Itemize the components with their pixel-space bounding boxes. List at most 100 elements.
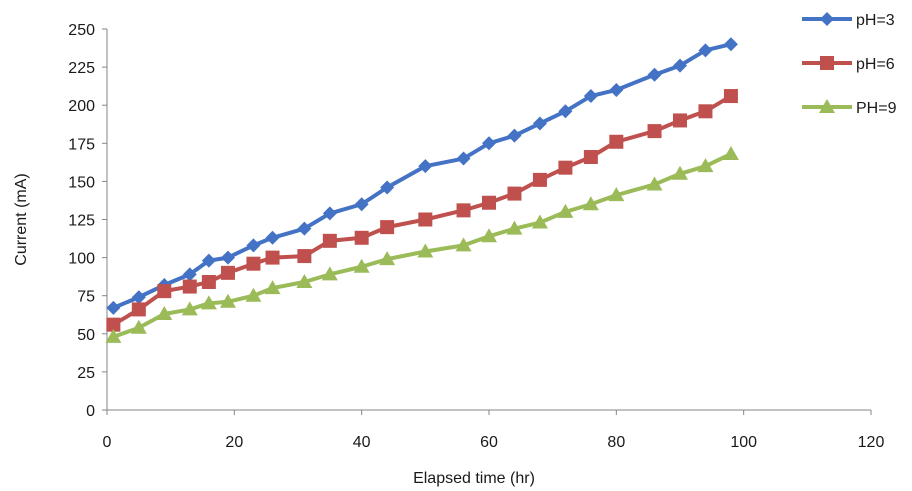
data-point xyxy=(182,279,197,294)
data-point xyxy=(200,295,217,310)
data-point xyxy=(647,67,662,82)
y-tick-label: 250 xyxy=(68,22,95,39)
y-tick-label: 175 xyxy=(68,136,95,153)
data-point xyxy=(181,301,198,316)
data-point xyxy=(698,43,713,58)
y-tick-label: 50 xyxy=(77,327,95,344)
tick-labels: 0 25 50 75 100 125 150 175 200 225 250 0 20 40 60 80 100… xyxy=(68,22,884,451)
data-point xyxy=(264,280,281,295)
legend-label: PH=9 xyxy=(856,100,897,117)
data-point xyxy=(379,251,396,266)
data-point xyxy=(418,212,433,227)
data-point xyxy=(245,287,262,302)
data-point xyxy=(380,180,395,195)
y-tick-label: 100 xyxy=(68,251,95,268)
data-point xyxy=(507,128,522,143)
x-axis-title: Elapsed time (hr) xyxy=(413,470,535,487)
data-point xyxy=(698,104,713,119)
y-tick-label: 125 xyxy=(68,213,95,230)
data-point xyxy=(723,37,738,52)
data-point xyxy=(219,293,236,308)
data-point xyxy=(506,220,523,235)
legend-label: pH=6 xyxy=(856,56,895,73)
data-point xyxy=(220,250,235,265)
legend-item: pH=3 xyxy=(802,12,895,29)
data-point xyxy=(131,290,146,305)
data-point xyxy=(482,195,496,210)
data-point xyxy=(723,89,738,104)
legend-label: pH=3 xyxy=(856,12,895,29)
data-point xyxy=(201,274,216,289)
series-3 xyxy=(105,145,739,343)
x-tick-label: 100 xyxy=(730,434,757,451)
y-tick-label: 25 xyxy=(77,365,95,382)
x-tick-label: 80 xyxy=(607,434,625,451)
series-line xyxy=(112,42,732,310)
x-tick-label: 60 xyxy=(480,434,498,451)
series-line xyxy=(112,94,732,327)
data-point xyxy=(201,253,216,268)
data-point xyxy=(322,233,337,248)
data-point xyxy=(481,228,497,243)
y-tick-label: 200 xyxy=(68,98,95,115)
x-tick-label: 0 xyxy=(103,434,112,451)
data-point xyxy=(246,256,261,271)
data-point xyxy=(647,124,662,139)
data-point xyxy=(673,58,687,73)
legend-marker xyxy=(819,99,835,113)
legend-marker xyxy=(820,56,834,70)
data-point xyxy=(106,300,121,315)
data-point xyxy=(246,238,261,253)
data-point xyxy=(482,136,496,151)
legend-item: pH=6 xyxy=(802,56,895,73)
series-group xyxy=(105,37,739,343)
data-point xyxy=(156,305,173,320)
data-point xyxy=(532,116,547,131)
series-line xyxy=(112,152,732,339)
legend-item: PH=9 xyxy=(802,99,897,117)
data-point xyxy=(157,284,172,299)
data-point xyxy=(380,220,395,235)
y-tick-label: 150 xyxy=(68,174,95,191)
data-point xyxy=(609,82,624,97)
data-point xyxy=(672,165,688,180)
data-point xyxy=(456,151,471,166)
data-point xyxy=(558,104,573,119)
data-point xyxy=(105,328,122,343)
data-point xyxy=(354,230,369,245)
legend-marker xyxy=(820,12,834,26)
data-point xyxy=(455,237,472,252)
legend: pH=3 pH=6 PH=9 xyxy=(802,12,897,117)
x-tick-label: 20 xyxy=(225,434,243,451)
data-point xyxy=(608,187,625,202)
data-point xyxy=(557,203,574,218)
data-point xyxy=(582,196,599,211)
data-point xyxy=(296,273,313,288)
data-point xyxy=(321,266,338,281)
data-point xyxy=(583,89,598,104)
series-1 xyxy=(106,37,738,315)
y-axis-title: Current (mA) xyxy=(13,173,30,265)
data-point xyxy=(456,203,471,218)
data-point xyxy=(417,243,434,258)
data-point xyxy=(182,267,197,282)
data-point xyxy=(673,113,687,128)
data-point xyxy=(697,158,714,173)
y-tick-label: 225 xyxy=(68,60,95,77)
series-2 xyxy=(106,89,738,332)
data-point xyxy=(418,159,433,174)
data-point xyxy=(130,319,147,334)
data-point xyxy=(354,197,369,212)
y-tick-label: 0 xyxy=(86,403,95,420)
data-point xyxy=(507,186,522,201)
data-point xyxy=(532,172,547,187)
data-point xyxy=(106,317,121,332)
data-point xyxy=(265,230,280,245)
data-point xyxy=(583,150,598,165)
data-point xyxy=(609,134,624,149)
data-point xyxy=(646,176,663,191)
axes xyxy=(102,28,872,415)
data-point xyxy=(322,206,337,221)
data-point xyxy=(558,160,573,175)
x-tick-label: 120 xyxy=(858,434,885,451)
